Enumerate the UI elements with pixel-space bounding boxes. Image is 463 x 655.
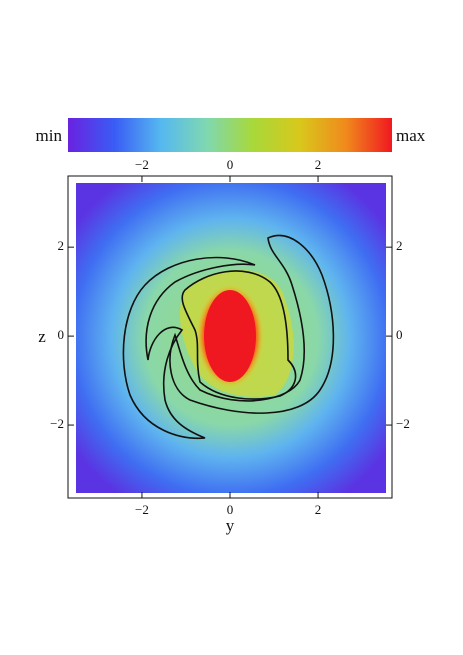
contour [122,234,335,440]
y-axis-label: z [38,327,46,346]
y-tick-label: 2 [58,238,65,253]
y-tick-label-right: 0 [396,327,403,342]
heatmap-field [76,183,386,493]
x-tick-label-top: −2 [135,157,149,172]
x-tick-label: 0 [227,502,234,517]
colorbar-max-label: max [396,126,426,145]
y-tick-label-right: 2 [396,238,403,253]
y-tick-label: 0 [58,327,65,342]
x-tick-label-top: 0 [227,157,234,172]
colorbar-min-label: min [36,126,63,145]
x-tick-label: −2 [135,502,149,517]
colorbar [68,118,392,152]
x-tick-label: 2 [315,502,322,517]
x-axis-label: y [226,516,235,535]
y-tick-label-right: −2 [396,416,410,431]
y-tick-label: −2 [50,416,64,431]
x-tick-label-top: 2 [315,157,322,172]
